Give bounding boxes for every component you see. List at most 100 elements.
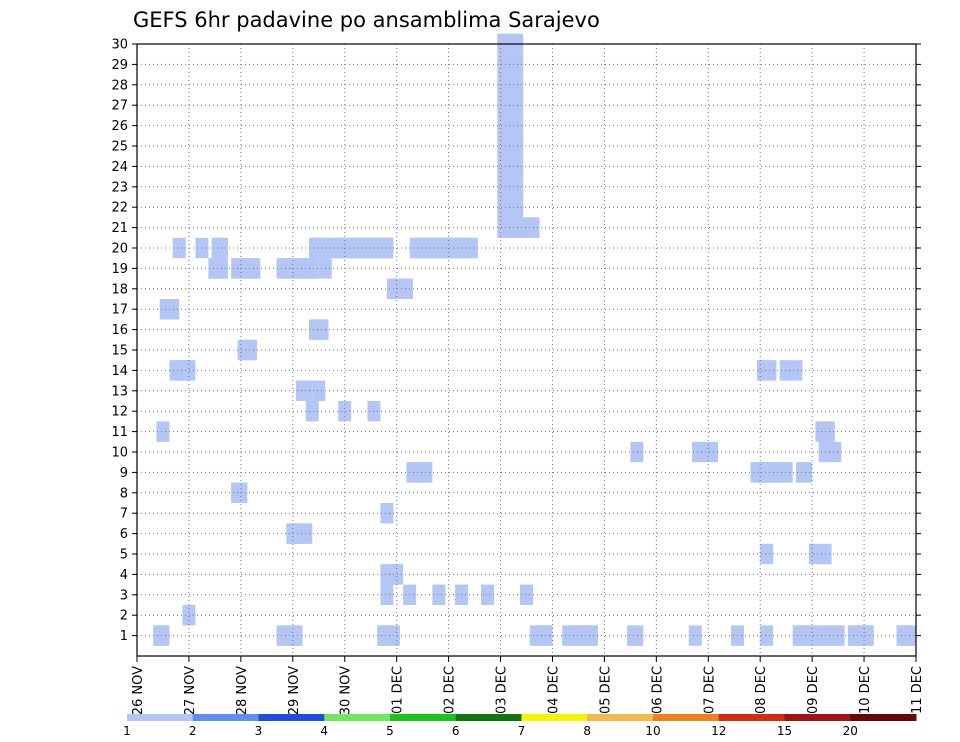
heatmap-cell	[510, 54, 524, 75]
y-tick-label: 21	[111, 221, 128, 236]
y-tick-label: 19	[111, 262, 128, 277]
y-tick-label: 30	[111, 38, 128, 53]
heatmap-cell	[779, 360, 793, 381]
y-tick-label: 26	[111, 119, 128, 134]
heatmap-cell	[390, 564, 404, 585]
heatmap-cell	[821, 625, 835, 646]
heatmap-cell	[244, 339, 258, 361]
y-tick-label: 4	[120, 568, 128, 583]
heatmap-cell	[172, 237, 186, 259]
color-legend: 1 2 3 4 5 6 7 8 10 12 15 20	[123, 714, 917, 738]
heatmap-cell	[380, 503, 394, 524]
heatmap-cell	[584, 625, 598, 646]
y-tick-label: 9	[120, 466, 128, 481]
y-tick-label: 11	[111, 425, 128, 440]
legend-label: 5	[386, 724, 394, 738]
y-tick-label: 2	[120, 609, 128, 624]
y-tick-label: 23	[111, 180, 128, 195]
x-tick-label: 03 DEC	[495, 666, 510, 714]
y-tick-label: 10	[111, 446, 128, 461]
heatmap-cell	[760, 625, 774, 646]
heatmap-cell	[305, 401, 319, 422]
legend-label: 7	[518, 724, 526, 738]
heatmap-cell	[831, 625, 845, 646]
heatmap-cell	[760, 543, 774, 565]
heatmap-cell	[380, 584, 394, 605]
x-tick-label: 08 DEC	[754, 666, 769, 714]
y-tick-label: 12	[111, 405, 128, 420]
y-tick-label: 1	[120, 629, 128, 644]
heatmap-cell	[380, 237, 394, 259]
heatmap-cell	[510, 135, 524, 157]
heatmap-cell	[630, 625, 644, 646]
heatmap-cell	[315, 319, 329, 340]
x-axis: 26 NOV 27 NOV 28 NOV 29 NOV 30 NOV 01 DEC 02 D…	[131, 656, 925, 715]
heatmap-cell	[156, 625, 170, 646]
y-tick-label: 15	[111, 344, 128, 359]
x-tick-label: 30 NOV	[339, 666, 354, 715]
legend-label: 3	[255, 724, 263, 738]
heatmap-cell	[312, 380, 326, 401]
x-tick-label: 01 DEC	[391, 666, 406, 714]
heatmap-cell	[792, 625, 806, 646]
heatmap-cell	[338, 401, 352, 422]
x-tick-label: 07 DEC	[702, 666, 717, 714]
x-tick-label: 26 NOV	[131, 666, 146, 715]
heatmap-cell	[510, 74, 524, 95]
heatmap-cell	[315, 237, 329, 259]
heatmap-cell	[464, 237, 478, 259]
legend-swatch	[127, 714, 194, 721]
y-tick-label: 24	[111, 160, 128, 175]
y-axis: 1234567891011121314151617181920212223242…	[111, 38, 921, 644]
y-tick-label: 17	[111, 303, 128, 318]
x-tick-label: 06 DEC	[650, 666, 665, 714]
heatmap-cell	[510, 95, 524, 116]
heatmap-cell	[481, 584, 495, 605]
heatmap-cell	[630, 441, 644, 463]
y-tick-label: 13	[111, 384, 128, 399]
x-tick-label: 10 DEC	[858, 666, 873, 714]
heatmap-cell	[789, 360, 803, 381]
y-tick-label: 27	[111, 99, 128, 114]
x-tick-label: 27 NOV	[183, 666, 198, 715]
y-tick-label: 5	[120, 548, 128, 563]
heatmap-cell	[510, 156, 524, 177]
legend-label: 1	[123, 724, 131, 738]
legend-label: 4	[320, 724, 328, 738]
legend-swatch	[455, 714, 522, 721]
y-tick-label: 25	[111, 140, 128, 155]
grid-lines	[137, 43, 916, 656]
heatmap-cell	[520, 584, 533, 605]
y-tick-label: 20	[111, 242, 128, 257]
y-tick-label: 7	[120, 507, 128, 522]
legend-swatch	[718, 714, 785, 721]
x-tick-label: 11 DEC	[910, 666, 925, 714]
legend-label: 15	[777, 724, 792, 738]
y-tick-label: 6	[120, 527, 128, 542]
heatmap-cell	[828, 441, 842, 463]
y-tick-label: 3	[120, 588, 128, 603]
legend-label: 20	[843, 724, 858, 738]
chart-title: GEFS 6hr padavine po ansamblima Sarajevo	[133, 8, 600, 32]
y-tick-label: 29	[111, 58, 128, 73]
x-tick-label: 05 DEC	[598, 666, 613, 714]
heatmap-cell	[812, 625, 826, 646]
legend-swatch	[784, 714, 851, 721]
heatmap-cell	[779, 462, 793, 483]
y-tick-label: 8	[120, 486, 128, 501]
heatmap-cell	[432, 584, 446, 605]
heatmap-cell	[166, 299, 180, 320]
legend-swatch	[258, 714, 325, 721]
legend-label: 2	[189, 724, 197, 738]
y-tick-label: 28	[111, 78, 128, 93]
legend-label: 12	[711, 724, 726, 738]
heatmap-cell	[510, 115, 524, 136]
legend-swatch	[653, 714, 720, 721]
heatmap-cell	[305, 258, 319, 279]
heatmap-cell	[510, 197, 524, 218]
legend-label: 10	[645, 724, 660, 738]
legend-swatch	[850, 714, 917, 721]
legend-swatch	[192, 714, 259, 721]
legend-swatch	[521, 714, 588, 721]
